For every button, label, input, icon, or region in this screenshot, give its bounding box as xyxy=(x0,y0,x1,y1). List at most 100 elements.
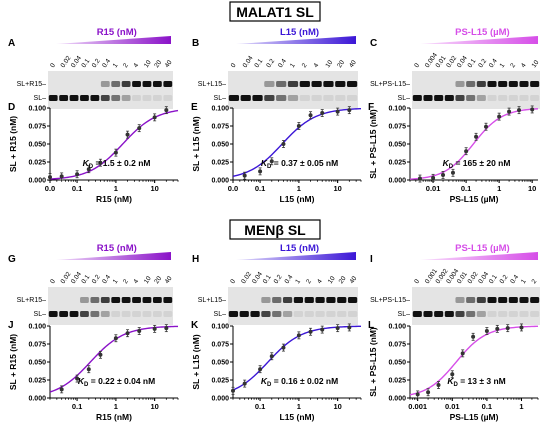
concentration-wedge xyxy=(56,252,171,260)
section-title: MALAT1 SL xyxy=(229,1,321,22)
band-label: SL+L15– xyxy=(198,81,226,88)
lane-label: 0.1 xyxy=(262,273,273,285)
gel-band-free xyxy=(476,95,486,101)
lane-label: 20 xyxy=(153,59,163,69)
gel-band-bound xyxy=(121,81,131,87)
gel-band-bound xyxy=(132,81,141,87)
data-point xyxy=(335,326,340,331)
gel-background xyxy=(48,287,173,325)
gel-band-bound xyxy=(282,297,293,303)
data-point xyxy=(495,326,500,331)
gel-band-free xyxy=(80,311,89,317)
lane-label: 10 xyxy=(143,59,153,69)
gel-header: PS-L15 (µM) xyxy=(455,243,510,254)
gel-band-free xyxy=(304,311,314,317)
kd-annotation: KD = 13 ± 3 nM xyxy=(447,376,505,388)
lane-label: 0.1 xyxy=(80,273,91,285)
data-point xyxy=(415,392,420,397)
gel-band-bound xyxy=(121,297,131,303)
gel-band-bound xyxy=(476,81,486,87)
gel-band-free xyxy=(337,311,347,317)
gel-header: PS-L15 (µM) xyxy=(455,27,510,38)
x-axis-label: L15 (nM) xyxy=(280,194,315,204)
gel-band-free xyxy=(252,95,263,101)
x-tick-label: 0.1 xyxy=(255,184,265,193)
data-point xyxy=(137,126,142,131)
data-point xyxy=(431,175,436,180)
panel-letter: C xyxy=(370,38,377,49)
y-tick-label: 0.025 xyxy=(28,160,46,167)
y-tick-label: 0.075 xyxy=(211,342,229,349)
data-point xyxy=(436,383,441,388)
lane-label: 0.2 xyxy=(265,57,276,69)
data-point xyxy=(48,175,52,180)
data-point xyxy=(59,387,64,392)
data-point xyxy=(269,159,274,164)
kd-value: = 1.5 ± 0.2 nM xyxy=(93,158,150,168)
gel-band-bound xyxy=(261,297,271,303)
data-point xyxy=(460,351,465,356)
y-tick-label: 0.100 xyxy=(28,324,46,331)
gel-band-free xyxy=(335,95,346,101)
fit-curve xyxy=(232,325,362,391)
gel-band-free xyxy=(59,311,69,317)
y-tick-label: 0.100 xyxy=(388,324,406,331)
y-axis-label: SL + L15 (nM) xyxy=(191,116,201,172)
lane-label: 40 xyxy=(348,59,358,69)
gel-band-free xyxy=(228,311,239,317)
lane-label: 0.02 xyxy=(467,270,480,285)
gel-band-bound xyxy=(498,81,508,87)
gel-band-bound xyxy=(100,81,110,87)
gel-band-bound xyxy=(304,297,314,303)
lane-label: 0.04 xyxy=(242,54,255,69)
data-point xyxy=(152,326,157,331)
gel-band-free xyxy=(240,95,251,101)
gel-band-free xyxy=(287,95,299,101)
x-tick-label: 1 xyxy=(297,402,301,411)
data-point xyxy=(281,345,286,350)
gel-band-free xyxy=(121,95,131,101)
lane-label: 1 xyxy=(520,278,528,285)
gel-band-free xyxy=(111,311,121,317)
gel-band-free xyxy=(90,311,100,317)
data-point xyxy=(296,333,301,338)
x-tick-label: 1 xyxy=(519,402,523,411)
lane-label: 0.04 xyxy=(456,54,469,69)
fit-curve xyxy=(49,109,179,180)
data-point xyxy=(164,326,169,331)
gel-band-free xyxy=(466,95,476,101)
gel-band-free xyxy=(315,311,325,317)
band-label: SL– xyxy=(34,95,47,102)
y-tick-label: 0.100 xyxy=(211,324,229,331)
y-tick-label: 0.000 xyxy=(211,396,229,403)
data-point xyxy=(113,150,118,155)
fit-curve xyxy=(232,107,362,177)
data-point xyxy=(484,124,489,129)
data-point xyxy=(269,354,274,359)
y-tick-label: 0.100 xyxy=(388,106,406,113)
x-tick-label: 1 xyxy=(297,184,301,193)
lane-label: 40 xyxy=(164,59,174,69)
y-tick-label: 0.075 xyxy=(211,124,229,131)
gel-band-free xyxy=(163,95,173,101)
kd-subscript: D xyxy=(267,164,272,170)
kd-value: = 0.22 ± 0.04 nM xyxy=(88,376,155,386)
gel-band-free xyxy=(272,311,282,317)
gel-band-free xyxy=(412,311,422,317)
y-tick-label: 0.100 xyxy=(28,106,46,113)
gel-band-free xyxy=(519,311,529,317)
lane-label: 0 xyxy=(49,62,57,69)
kd-value: = 13 ± 3 nM xyxy=(458,376,506,386)
panel-letter: E xyxy=(191,102,198,113)
data-point xyxy=(450,372,455,377)
y-axis-label: SL + R15 (nM) xyxy=(8,116,18,172)
gel-band-bound xyxy=(519,81,529,87)
section-title-box xyxy=(229,1,321,22)
gel-background xyxy=(228,71,358,109)
y-axis-label: SL + R15 (nM) xyxy=(8,334,18,390)
kd-symbol: K xyxy=(443,158,450,168)
lane-label: 0.1 xyxy=(253,57,264,69)
lane-label: 0.2 xyxy=(499,273,510,285)
panel-letter: H xyxy=(192,254,199,265)
panel-letter: I xyxy=(370,254,373,265)
